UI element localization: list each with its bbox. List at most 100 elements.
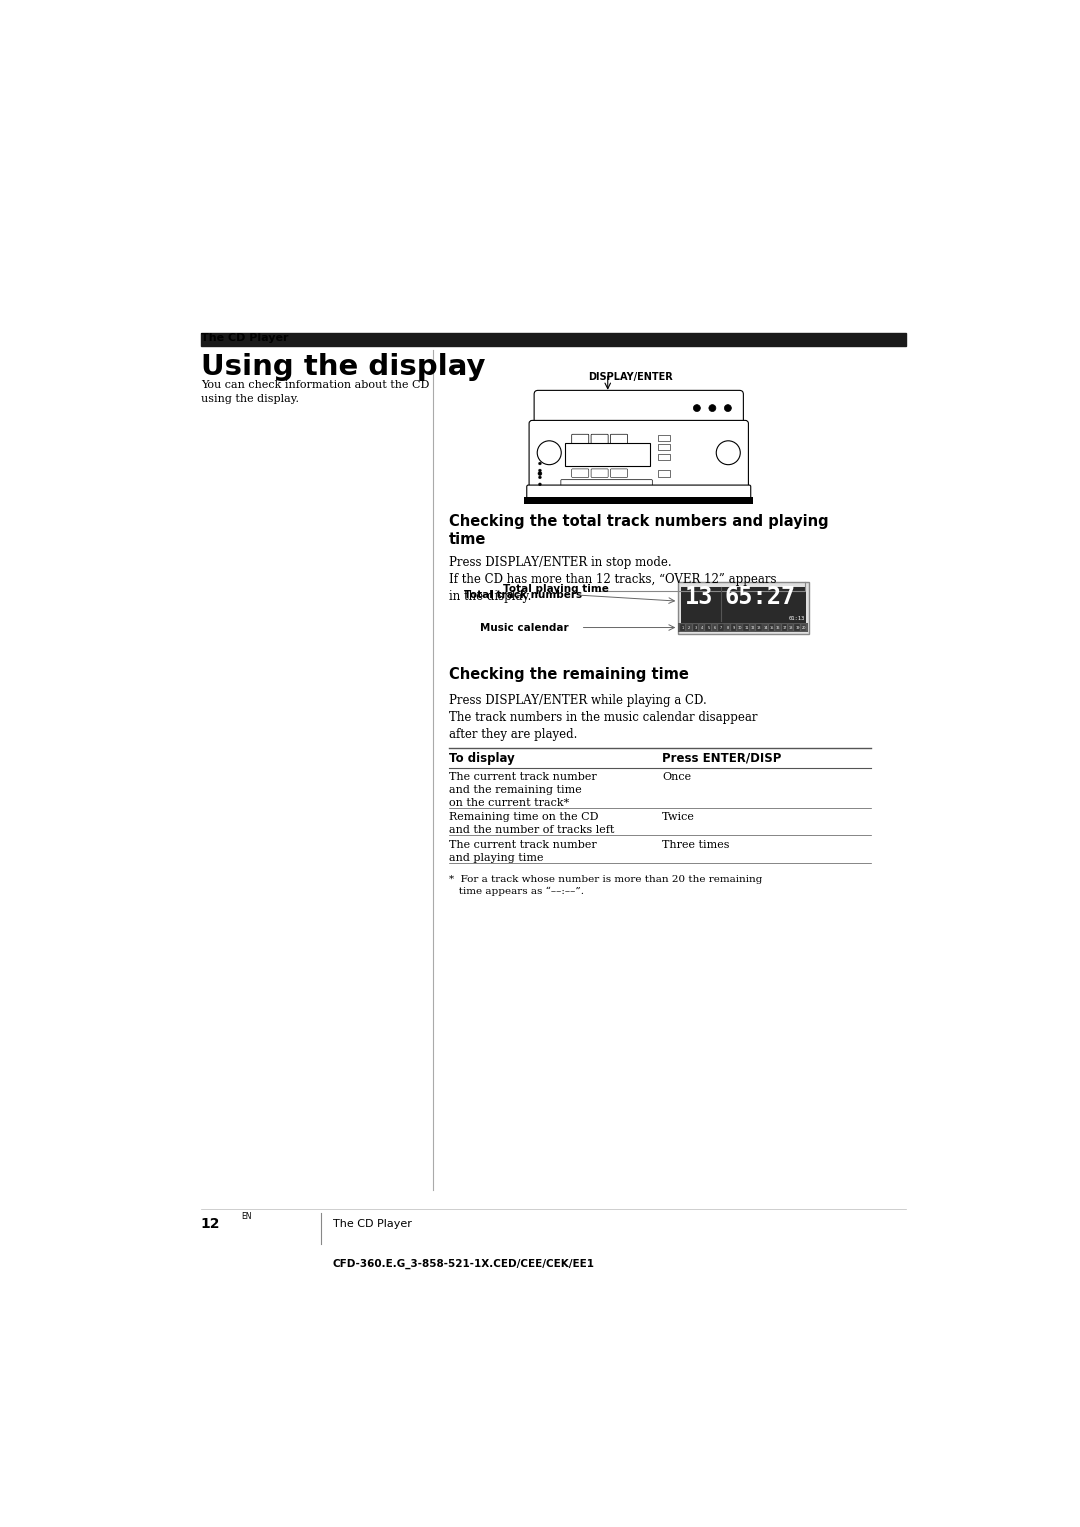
Bar xyxy=(800,623,806,631)
Text: Twice: Twice xyxy=(662,812,694,823)
Text: 16: 16 xyxy=(777,626,781,629)
Bar xyxy=(658,435,670,441)
Text: 4: 4 xyxy=(701,626,703,629)
Bar xyxy=(678,623,809,632)
Circle shape xyxy=(693,405,700,412)
Bar xyxy=(686,623,692,631)
Text: 14: 14 xyxy=(764,626,768,629)
Text: 13: 13 xyxy=(757,626,761,629)
Text: The current track number
and playing time: The current track number and playing tim… xyxy=(449,840,596,863)
FancyBboxPatch shape xyxy=(571,434,589,443)
Bar xyxy=(731,623,737,631)
FancyBboxPatch shape xyxy=(527,486,751,499)
Text: 6: 6 xyxy=(714,626,716,629)
FancyBboxPatch shape xyxy=(610,469,627,478)
Bar xyxy=(782,623,787,631)
FancyBboxPatch shape xyxy=(571,446,589,457)
Text: 20: 20 xyxy=(801,626,806,629)
FancyBboxPatch shape xyxy=(591,446,608,457)
Bar xyxy=(743,623,748,631)
Circle shape xyxy=(708,405,716,412)
Text: 18: 18 xyxy=(788,626,794,629)
Bar xyxy=(679,623,686,631)
Text: CFD-360.E.G_3-858-521-1X.CED/CEE/CEK/EE1: CFD-360.E.G_3-858-521-1X.CED/CEE/CEK/EE1 xyxy=(333,1258,595,1269)
Text: 8: 8 xyxy=(727,626,729,629)
Text: 3: 3 xyxy=(694,626,697,629)
FancyBboxPatch shape xyxy=(610,434,627,443)
Text: Checking the remaining time: Checking the remaining time xyxy=(449,667,689,681)
Bar xyxy=(705,623,711,631)
Text: EN: EN xyxy=(241,1212,252,1222)
Text: Press DISPLAY/ENTER while playing a CD.: Press DISPLAY/ENTER while playing a CD. xyxy=(449,693,706,707)
Bar xyxy=(788,623,794,631)
Text: 9: 9 xyxy=(732,626,735,629)
Text: To display: To display xyxy=(449,751,515,765)
Text: 7: 7 xyxy=(720,626,723,629)
Bar xyxy=(658,470,670,476)
Text: DISPLAY/ENTER: DISPLAY/ENTER xyxy=(589,373,673,382)
Text: *  For a track whose number is more than 20 the remaining
   time appears as “––: * For a track whose number is more than … xyxy=(449,875,762,896)
Text: 17: 17 xyxy=(782,626,787,629)
Text: 1: 1 xyxy=(681,626,684,629)
Bar xyxy=(718,623,724,631)
Text: 2: 2 xyxy=(688,626,690,629)
Text: Total playing time: Total playing time xyxy=(503,583,609,594)
Text: Total track numbers: Total track numbers xyxy=(464,589,582,600)
Bar xyxy=(762,623,768,631)
Bar xyxy=(712,623,717,631)
Text: 11: 11 xyxy=(744,626,748,629)
Circle shape xyxy=(716,441,740,464)
Text: If the CD has more than 12 tracks, “OVER 12” appears
in the display.: If the CD has more than 12 tracks, “OVER… xyxy=(449,573,777,603)
Bar xyxy=(699,623,704,631)
FancyBboxPatch shape xyxy=(561,479,652,489)
Circle shape xyxy=(539,469,541,472)
Text: The CD Player: The CD Player xyxy=(333,1219,411,1229)
FancyBboxPatch shape xyxy=(591,434,608,443)
Bar xyxy=(201,333,906,347)
Circle shape xyxy=(539,463,541,464)
Text: The track numbers in the music calendar disappear
after they are played.: The track numbers in the music calendar … xyxy=(449,710,757,741)
Text: Press DISPLAY/ENTER in stop mode.: Press DISPLAY/ENTER in stop mode. xyxy=(449,556,672,570)
Bar xyxy=(756,623,761,631)
Circle shape xyxy=(539,476,541,479)
Text: 12: 12 xyxy=(751,626,755,629)
Bar xyxy=(680,586,806,623)
Bar xyxy=(658,444,670,450)
FancyBboxPatch shape xyxy=(529,420,748,490)
Circle shape xyxy=(725,405,731,412)
Circle shape xyxy=(537,441,562,464)
Bar xyxy=(737,623,743,631)
Bar xyxy=(769,623,774,631)
Circle shape xyxy=(539,483,541,486)
Text: 15: 15 xyxy=(770,626,774,629)
Text: Three times: Three times xyxy=(662,840,729,851)
Text: 10: 10 xyxy=(738,626,742,629)
Text: 01:13: 01:13 xyxy=(788,615,805,620)
Text: 5: 5 xyxy=(707,626,710,629)
FancyBboxPatch shape xyxy=(591,469,608,478)
Text: Once: Once xyxy=(662,773,691,782)
Bar xyxy=(525,498,753,504)
Bar xyxy=(565,443,650,466)
Bar xyxy=(794,623,800,631)
Bar xyxy=(658,454,670,460)
Circle shape xyxy=(538,472,542,475)
Text: The current track number
and the remaining time
on the current track*: The current track number and the remaini… xyxy=(449,773,596,808)
Text: The CD Player: The CD Player xyxy=(201,333,288,342)
Text: You can check information about the CD
using the display.: You can check information about the CD u… xyxy=(201,380,429,403)
Text: 12: 12 xyxy=(201,1217,220,1231)
Bar xyxy=(775,623,781,631)
FancyBboxPatch shape xyxy=(610,446,627,457)
Bar xyxy=(750,623,755,631)
Text: 65:27: 65:27 xyxy=(724,585,795,609)
Text: Music calendar: Music calendar xyxy=(480,623,568,632)
Text: Using the display: Using the display xyxy=(201,353,485,380)
Text: Press ENTER/DISP: Press ENTER/DISP xyxy=(662,751,781,765)
Text: Remaining time on the CD
and the number of tracks left: Remaining time on the CD and the number … xyxy=(449,812,615,835)
Text: 13: 13 xyxy=(685,585,713,609)
Bar xyxy=(692,623,698,631)
FancyBboxPatch shape xyxy=(535,391,743,429)
Text: 19: 19 xyxy=(795,626,799,629)
FancyBboxPatch shape xyxy=(571,469,589,478)
Bar xyxy=(725,623,730,631)
